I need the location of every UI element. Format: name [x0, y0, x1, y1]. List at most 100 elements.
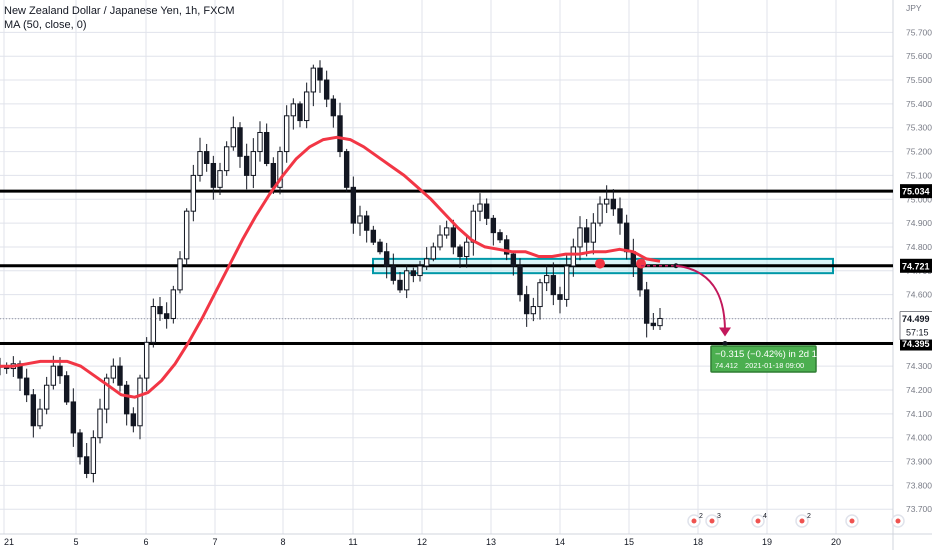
- candle-body: [183, 210, 190, 260]
- candle-body: [83, 456, 90, 474]
- candle-body: [330, 98, 337, 117]
- candle-body: [163, 313, 170, 319]
- candle-body: [523, 294, 530, 315]
- y-tick-label: 74.300: [906, 361, 932, 371]
- candle-body: [437, 234, 443, 248]
- candle-body: [383, 251, 390, 267]
- candle-body: [57, 365, 63, 377]
- candle-body: [457, 246, 463, 257]
- candle-body: [617, 208, 623, 224]
- event-badge-count: 2: [807, 513, 811, 520]
- y-tick-label: 74.800: [906, 242, 932, 252]
- touch-marker: [595, 258, 605, 269]
- event-badge-count: 4: [763, 513, 767, 520]
- candle-body: [597, 203, 603, 224]
- candle-body: [130, 413, 137, 427]
- candle-body: [463, 241, 470, 257]
- candle-body: [190, 174, 197, 212]
- candle-body: [37, 408, 43, 427]
- candle-body: [123, 384, 130, 415]
- event-badge-count: 2: [699, 513, 703, 520]
- event-badge-dot: [799, 518, 805, 524]
- candle-body: [577, 227, 583, 248]
- x-tick-label: 8: [280, 537, 285, 547]
- candle-body: [77, 432, 83, 458]
- y-tick-label: 75.600: [906, 51, 932, 61]
- y-tick-label: 75.700: [906, 27, 932, 37]
- event-badge-count: 3: [717, 513, 721, 520]
- price-axis-currency: JPY: [906, 3, 922, 13]
- candle-body: [270, 162, 277, 188]
- bar-countdown: 57:15: [906, 328, 929, 338]
- x-tick-label: 18: [693, 537, 703, 547]
- candle-body: [210, 162, 217, 188]
- candle-body: [590, 222, 597, 243]
- moving-average-line: [0, 135, 661, 399]
- candle-body: [503, 239, 510, 255]
- y-tick-label: 75.500: [906, 75, 932, 85]
- candle-body: [103, 377, 110, 410]
- x-tick-label: 6: [143, 537, 148, 547]
- y-tick-label: 75.000: [906, 194, 932, 204]
- y-tick-label: 73.900: [906, 457, 932, 467]
- event-badge-dot: [895, 518, 901, 524]
- projection-label-price: 74.412: [715, 361, 738, 370]
- projection-label-change: −0.315 (−0.42%) in 2d 17h: [715, 349, 828, 360]
- last-price-tag-text: 74.499: [902, 314, 930, 324]
- candle-body: [337, 115, 343, 153]
- event-badge-dot: [849, 518, 855, 524]
- event-badge-dot: [709, 518, 715, 524]
- candle-body: [297, 103, 303, 122]
- candle-body: [263, 131, 270, 164]
- candle-body: [643, 289, 650, 324]
- candle-body: [277, 151, 283, 188]
- level-price-tag: [900, 336, 932, 351]
- candle-body: [110, 365, 117, 379]
- candle-body: [50, 365, 57, 386]
- candle-body: [230, 127, 237, 148]
- level-price-tag: [900, 184, 932, 199]
- projection-label-box: [710, 345, 817, 373]
- level-price-tag-text: 74.721: [902, 261, 930, 271]
- candle-body: [543, 275, 550, 284]
- candle-body: [530, 306, 537, 315]
- candle-body: [397, 279, 403, 291]
- candle-body: [170, 289, 177, 319]
- candle-body: [470, 210, 477, 243]
- y-tick-label: 74.100: [906, 409, 932, 419]
- candle-body: [657, 317, 663, 327]
- candle-body: [603, 198, 610, 205]
- candle-body: [357, 215, 363, 224]
- candle-body: [350, 186, 357, 224]
- x-tick-label: 11: [348, 537, 357, 547]
- candle-body: [217, 170, 223, 188]
- candle-body: [557, 294, 563, 300]
- candle-body: [303, 91, 310, 122]
- candle-body: [370, 229, 377, 243]
- event-badge-dot: [755, 518, 761, 524]
- level-price-tag-text: 75.034: [902, 187, 930, 197]
- candle-body: [223, 146, 230, 172]
- candle-body: [157, 306, 163, 315]
- x-tick-label: 20: [831, 537, 841, 547]
- candle-body: [403, 270, 410, 291]
- candle-body: [623, 222, 630, 253]
- candle-body: [377, 241, 383, 253]
- y-tick-label: 75.200: [906, 147, 932, 157]
- candle-body: [97, 408, 103, 439]
- candle-body: [63, 375, 70, 403]
- candle-body: [510, 253, 517, 267]
- x-tick-label: 12: [417, 537, 427, 547]
- y-tick-label: 74.900: [906, 218, 932, 228]
- candle-body: [243, 155, 250, 176]
- candle-body: [143, 341, 150, 379]
- candle-body: [490, 217, 497, 234]
- projection-arrow[interactable]: [675, 264, 726, 332]
- candle-body: [563, 265, 570, 300]
- candle-body: [443, 227, 450, 236]
- last-price-tag: [899, 311, 932, 340]
- candle-body: [70, 401, 77, 434]
- candle-body: [497, 232, 503, 241]
